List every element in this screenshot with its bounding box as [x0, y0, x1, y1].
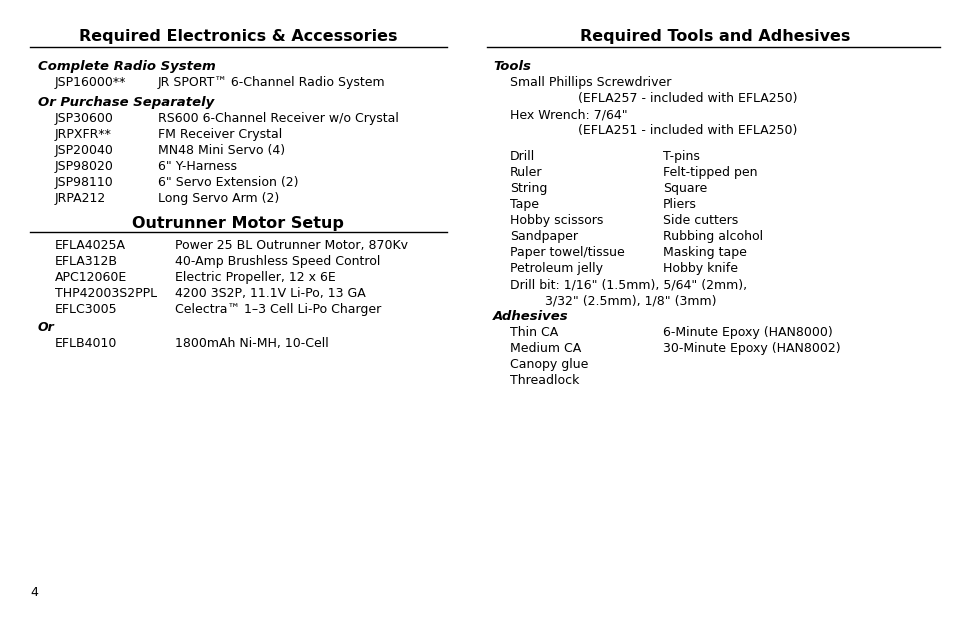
Text: (EFLA251 - included with EFLA250): (EFLA251 - included with EFLA250)	[578, 124, 797, 137]
Text: 6" Servo Extension (2): 6" Servo Extension (2)	[158, 176, 298, 189]
Text: EFLB4010: EFLB4010	[55, 337, 117, 350]
Text: JSP30600: JSP30600	[55, 112, 113, 125]
Text: FM Receiver Crystal: FM Receiver Crystal	[158, 128, 282, 141]
Text: 6" Y-Harness: 6" Y-Harness	[158, 160, 236, 173]
Text: 6-Minute Epoxy (HAN8000): 6-Minute Epoxy (HAN8000)	[662, 326, 832, 339]
Text: Power 25 BL Outrunner Motor, 870Kv: Power 25 BL Outrunner Motor, 870Kv	[174, 239, 408, 252]
Text: 3/32" (2.5mm), 1/8" (3mm): 3/32" (2.5mm), 1/8" (3mm)	[544, 294, 716, 307]
Text: JSP20040: JSP20040	[55, 144, 113, 157]
Text: Pliers: Pliers	[662, 198, 696, 211]
Text: Electric Propeller, 12 x 6E: Electric Propeller, 12 x 6E	[174, 271, 335, 284]
Text: Square: Square	[662, 182, 706, 195]
Text: Tools: Tools	[493, 60, 530, 73]
Text: Complete Radio System: Complete Radio System	[38, 60, 215, 73]
Text: JRPA212: JRPA212	[55, 192, 106, 205]
Text: JSP16000**: JSP16000**	[55, 76, 126, 89]
Text: 40-Amp Brushless Speed Control: 40-Amp Brushless Speed Control	[174, 255, 380, 268]
Text: EFLA4025A: EFLA4025A	[55, 239, 126, 252]
Text: 4: 4	[30, 586, 38, 599]
Text: RS600 6-Channel Receiver w/o Crystal: RS600 6-Channel Receiver w/o Crystal	[158, 112, 398, 125]
Text: Or Purchase Separately: Or Purchase Separately	[38, 96, 214, 109]
Text: Canopy glue: Canopy glue	[510, 358, 588, 371]
Text: Side cutters: Side cutters	[662, 214, 738, 227]
Text: JSP98020: JSP98020	[55, 160, 113, 173]
Text: Hobby knife: Hobby knife	[662, 262, 738, 275]
Text: Adhesives: Adhesives	[493, 310, 568, 323]
Text: Drill bit: 1/16" (1.5mm), 5/64" (2mm),: Drill bit: 1/16" (1.5mm), 5/64" (2mm),	[510, 278, 746, 291]
Text: Medium CA: Medium CA	[510, 342, 580, 355]
Text: THP42003S2PPL: THP42003S2PPL	[55, 287, 157, 300]
Text: Or: Or	[38, 321, 54, 334]
Text: Tape: Tape	[510, 198, 538, 211]
Text: 1800mAh Ni-MH, 10-Cell: 1800mAh Ni-MH, 10-Cell	[174, 337, 329, 350]
Text: (EFLA257 - included with EFLA250): (EFLA257 - included with EFLA250)	[578, 92, 797, 105]
Text: Outrunner Motor Setup: Outrunner Motor Setup	[132, 216, 344, 231]
Text: Long Servo Arm (2): Long Servo Arm (2)	[158, 192, 279, 205]
Text: JSP98110: JSP98110	[55, 176, 113, 189]
Text: MN48 Mini Servo (4): MN48 Mini Servo (4)	[158, 144, 285, 157]
Text: String: String	[510, 182, 547, 195]
Text: Required Electronics & Accessories: Required Electronics & Accessories	[79, 29, 396, 44]
Text: Thin CA: Thin CA	[510, 326, 558, 339]
Text: Paper towel/tissue: Paper towel/tissue	[510, 246, 624, 259]
Text: Required Tools and Adhesives: Required Tools and Adhesives	[579, 29, 849, 44]
Text: Hobby scissors: Hobby scissors	[510, 214, 602, 227]
Text: Felt-tipped pen: Felt-tipped pen	[662, 166, 757, 179]
Text: JR SPORT™ 6-Channel Radio System: JR SPORT™ 6-Channel Radio System	[158, 76, 385, 89]
Text: Sandpaper: Sandpaper	[510, 230, 578, 243]
Text: Petroleum jelly: Petroleum jelly	[510, 262, 602, 275]
Text: 30-Minute Epoxy (HAN8002): 30-Minute Epoxy (HAN8002)	[662, 342, 840, 355]
Text: 4200 3S2P, 11.1V Li-Po, 13 GA: 4200 3S2P, 11.1V Li-Po, 13 GA	[174, 287, 365, 300]
Text: Hex Wrench: 7/64": Hex Wrench: 7/64"	[510, 108, 627, 121]
Text: Ruler: Ruler	[510, 166, 542, 179]
Text: Drill: Drill	[510, 150, 535, 163]
Text: Rubbing alcohol: Rubbing alcohol	[662, 230, 762, 243]
Text: Masking tape: Masking tape	[662, 246, 746, 259]
Text: EFLC3005: EFLC3005	[55, 303, 117, 316]
Text: Celectra™ 1–3 Cell Li-Po Charger: Celectra™ 1–3 Cell Li-Po Charger	[174, 303, 381, 316]
Text: Threadlock: Threadlock	[510, 374, 578, 387]
Text: Small Phillips Screwdriver: Small Phillips Screwdriver	[510, 76, 671, 89]
Text: T-pins: T-pins	[662, 150, 700, 163]
Text: APC12060E: APC12060E	[55, 271, 127, 284]
Text: EFLA312B: EFLA312B	[55, 255, 118, 268]
Text: JRPXFR**: JRPXFR**	[55, 128, 112, 141]
